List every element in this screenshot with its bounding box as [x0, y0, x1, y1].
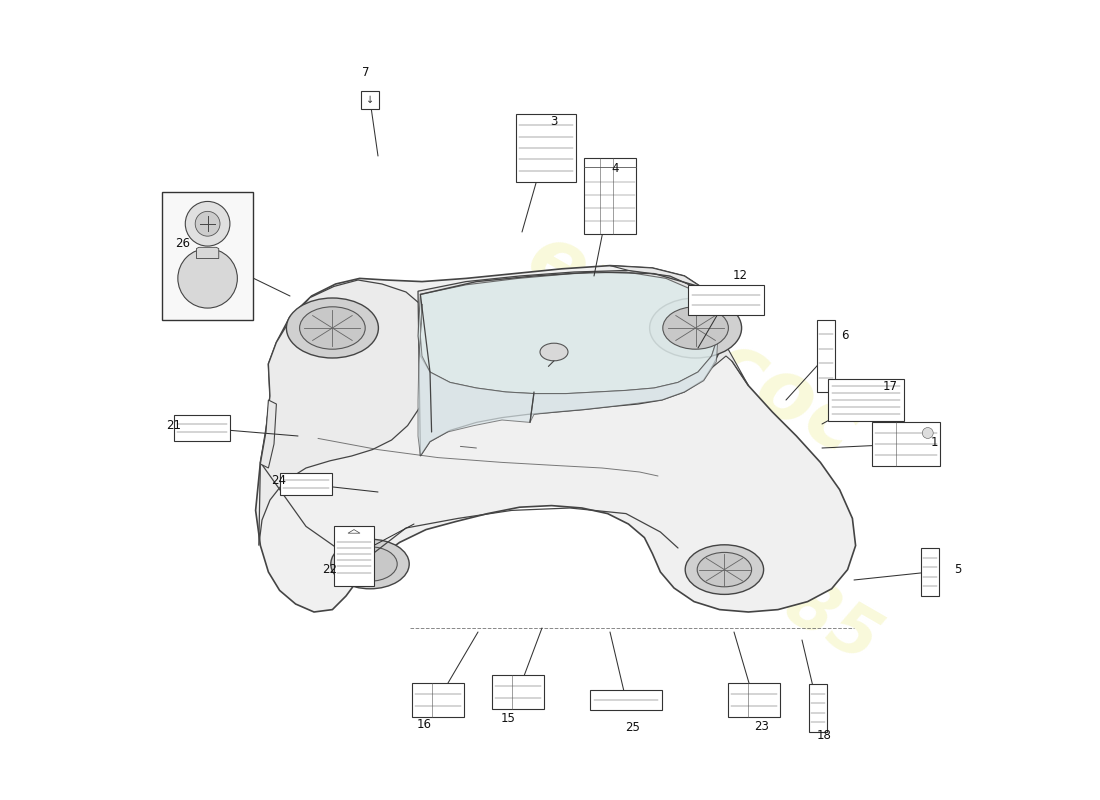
Text: 6: 6 — [842, 329, 848, 342]
Text: 24: 24 — [271, 474, 286, 487]
FancyBboxPatch shape — [921, 548, 938, 596]
FancyBboxPatch shape — [162, 192, 253, 319]
Polygon shape — [261, 400, 276, 468]
Polygon shape — [197, 247, 219, 258]
Text: ↓: ↓ — [366, 95, 374, 105]
Text: 12: 12 — [733, 270, 748, 282]
Ellipse shape — [663, 306, 728, 349]
Ellipse shape — [343, 547, 397, 581]
Circle shape — [178, 249, 238, 308]
Ellipse shape — [299, 306, 365, 349]
Text: eurococ: eurococ — [514, 216, 874, 472]
Text: 21: 21 — [166, 419, 182, 432]
Polygon shape — [255, 266, 856, 612]
FancyBboxPatch shape — [584, 158, 636, 234]
Text: 3: 3 — [550, 114, 558, 127]
FancyBboxPatch shape — [492, 675, 544, 709]
Text: 7: 7 — [362, 66, 370, 78]
Text: a classic: a classic — [515, 368, 745, 528]
FancyBboxPatch shape — [810, 684, 827, 732]
Text: 16: 16 — [416, 718, 431, 730]
FancyBboxPatch shape — [728, 683, 780, 717]
Text: 25: 25 — [625, 721, 640, 734]
FancyBboxPatch shape — [174, 415, 230, 441]
Text: 1985: 1985 — [690, 522, 891, 678]
Text: 23: 23 — [755, 720, 769, 734]
Polygon shape — [418, 272, 718, 394]
FancyBboxPatch shape — [361, 91, 378, 109]
Polygon shape — [530, 336, 718, 422]
Ellipse shape — [286, 298, 378, 358]
FancyBboxPatch shape — [516, 114, 576, 182]
Text: 1: 1 — [931, 436, 937, 449]
Ellipse shape — [697, 553, 751, 587]
Polygon shape — [258, 280, 431, 546]
Text: 5: 5 — [954, 562, 961, 575]
Ellipse shape — [685, 545, 763, 594]
Polygon shape — [418, 304, 534, 456]
Text: 18: 18 — [817, 729, 832, 742]
FancyBboxPatch shape — [280, 473, 332, 495]
Polygon shape — [610, 266, 748, 386]
FancyBboxPatch shape — [688, 285, 764, 315]
Circle shape — [922, 427, 933, 438]
Text: 4: 4 — [612, 162, 619, 175]
Text: 26: 26 — [175, 238, 190, 250]
FancyBboxPatch shape — [872, 422, 940, 466]
Ellipse shape — [540, 343, 568, 361]
Text: 17: 17 — [883, 380, 898, 393]
Text: Parts since: Parts since — [588, 422, 832, 586]
FancyBboxPatch shape — [412, 683, 464, 717]
FancyBboxPatch shape — [817, 320, 835, 392]
Circle shape — [195, 211, 220, 236]
FancyBboxPatch shape — [590, 690, 662, 710]
Polygon shape — [418, 270, 722, 456]
FancyBboxPatch shape — [334, 526, 374, 586]
Text: 15: 15 — [500, 712, 516, 725]
Text: 22: 22 — [322, 562, 337, 576]
FancyBboxPatch shape — [828, 379, 904, 421]
Ellipse shape — [331, 539, 409, 589]
Ellipse shape — [650, 298, 741, 358]
Circle shape — [185, 202, 230, 246]
